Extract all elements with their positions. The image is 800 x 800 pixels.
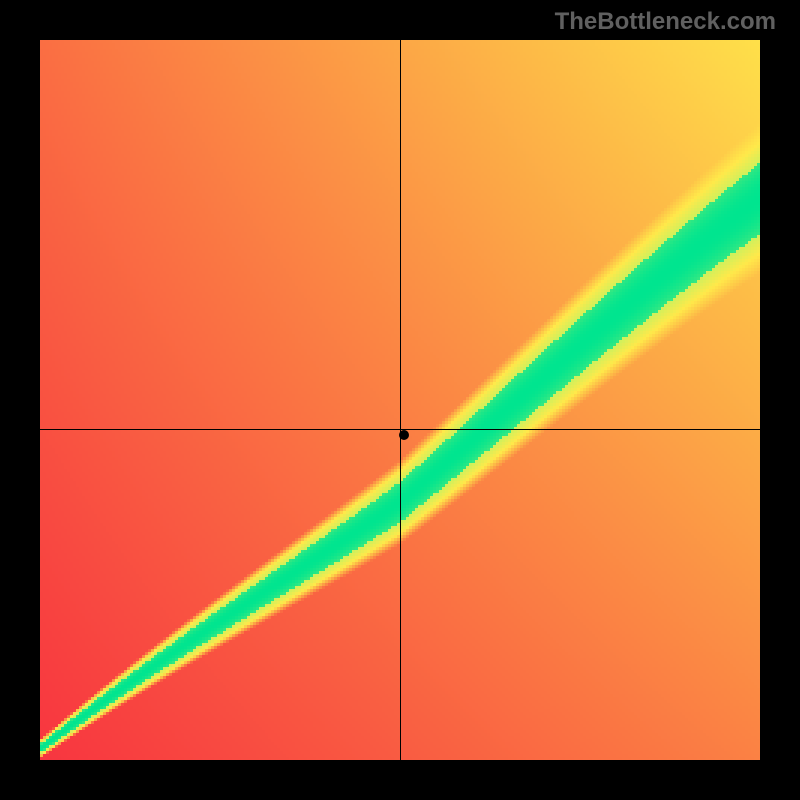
heatmap-plot xyxy=(40,40,760,760)
watermark-text: TheBottleneck.com xyxy=(555,8,776,36)
chart-container: TheBottleneck.com xyxy=(0,0,800,800)
crosshair-vertical xyxy=(400,40,401,760)
crosshair-horizontal xyxy=(40,429,760,430)
marker-dot xyxy=(399,430,409,440)
